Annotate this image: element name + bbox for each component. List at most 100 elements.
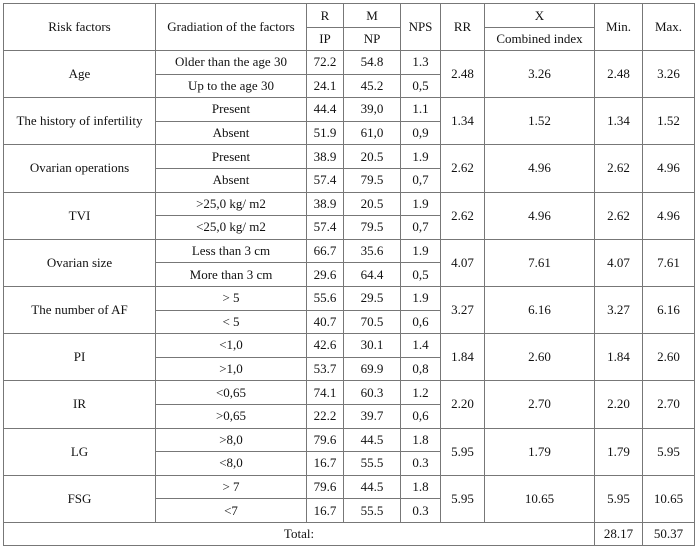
- header-cell: NPS: [400, 3, 441, 51]
- table-row: PI <1,0 42.6 30.1 1.4 1.84 2.60 1.84 2.60: [3, 333, 695, 382]
- gradation-cell: >8,0: [155, 427, 307, 453]
- table-row: LG >8,0 79.6 44.5 1.8 5.95 1.79 1.79 5.95: [3, 427, 695, 476]
- np-cell: 70.5: [343, 309, 401, 335]
- nps-cell: 1.8: [400, 427, 441, 453]
- x-cell: 4.96: [484, 144, 595, 193]
- rr-cell: 4.07: [440, 238, 485, 287]
- nps-cell: 0,7: [400, 167, 441, 193]
- table-row: More than 3 cm 29.6 64.4 0,5: [4, 262, 695, 287]
- nps-cell: 0,8: [400, 356, 441, 382]
- ip-cell: 57.4: [306, 215, 344, 240]
- np-cell: 61,0: [343, 120, 401, 146]
- table-row: IR <0,65 74.1 60.3 1.2 2.20 2.70 2.20 2.70: [3, 380, 695, 429]
- min-cell: 1.79: [594, 427, 643, 476]
- header-row: Risk factors Gradiation of the factors R…: [3, 3, 695, 51]
- header-cell: Max.: [642, 3, 695, 51]
- x-cell: 4.96: [484, 191, 595, 240]
- x-cell: 1.52: [484, 97, 595, 146]
- table-row: TVI >25,0 kg/ m2 38.9 20.5 1.9 2.62 4.96 2.62 4.…: [3, 191, 695, 240]
- np-cell: 30.1: [343, 333, 401, 358]
- np-cell: 54.8: [343, 50, 401, 75]
- factor-cell: TVI: [3, 191, 156, 240]
- np-cell: 35.6: [343, 238, 401, 264]
- max-cell: 10.65: [642, 474, 695, 523]
- risk-table: Risk factors Gradiation of the factors R…: [3, 3, 695, 546]
- rr-cell: 1.34: [440, 97, 485, 146]
- header-cell: Min.: [594, 3, 643, 51]
- factor-cell: Age: [3, 49, 156, 99]
- min-cell: 1.34: [594, 97, 643, 146]
- total-label: Total:: [3, 521, 595, 546]
- table-body: Risk factors Gradiation of the factors R…: [3, 3, 695, 546]
- ip-cell: 16.7: [306, 498, 344, 523]
- ip-cell: 40.7: [306, 309, 344, 335]
- np-cell: 29.5: [343, 285, 401, 311]
- max-cell: 2.70: [642, 380, 695, 429]
- max-cell: 7.61: [642, 238, 695, 287]
- table-row: >1,0 53.7 69.9 0,8: [4, 356, 695, 382]
- nps-cell: 0,5: [400, 262, 441, 287]
- nps-cell: 1.9: [400, 238, 441, 264]
- rr-cell: 5.95: [440, 427, 485, 476]
- header-cell: M: [343, 3, 401, 28]
- nps-cell: 1.9: [400, 191, 441, 217]
- ip-cell: 53.7: [306, 356, 344, 382]
- nps-cell: 1.9: [400, 285, 441, 311]
- max-cell: 2.60: [642, 333, 695, 382]
- factor-cell: Ovarian size: [3, 238, 156, 287]
- np-cell: 45.2: [343, 73, 401, 99]
- nps-cell: 1.8: [400, 474, 441, 500]
- rr-cell: 2.20: [440, 380, 485, 429]
- ip-cell: 79.6: [306, 427, 344, 453]
- table-row: The history of infertility Present 44.4 39,…: [3, 97, 695, 146]
- nps-cell: 0,7: [400, 215, 441, 240]
- gradation-cell: Absent: [155, 167, 307, 193]
- gradation-cell: Less than 3 cm: [155, 238, 307, 264]
- nps-cell: 0,6: [400, 309, 441, 335]
- min-cell: 2.62: [594, 191, 643, 240]
- max-cell: 1.52: [642, 97, 695, 146]
- ip-cell: 51.9: [306, 120, 344, 146]
- ip-cell: 42.6: [306, 333, 344, 358]
- header-cell: NP: [343, 27, 401, 51]
- header-row: IP NP Combined index: [4, 27, 695, 51]
- gradation-cell: Absent: [155, 120, 307, 146]
- np-cell: 79.5: [343, 215, 401, 240]
- header-cell: IP: [306, 27, 344, 51]
- header-cell: RR: [440, 3, 485, 51]
- nps-cell: 0.3: [400, 451, 441, 476]
- x-cell: 1.79: [484, 427, 595, 476]
- table-row: Up to the age 30 24.1 45.2 0,5: [4, 73, 695, 99]
- ip-cell: 44.4: [306, 97, 344, 122]
- gradation-cell: <8,0: [155, 451, 307, 476]
- nps-cell: 1.3: [400, 50, 441, 75]
- ip-cell: 57.4: [306, 167, 344, 193]
- np-cell: 69.9: [343, 356, 401, 382]
- nps-cell: 1.2: [400, 380, 441, 405]
- gradation-cell: <7: [155, 498, 307, 523]
- min-cell: 5.95: [594, 474, 643, 523]
- ip-cell: 79.6: [306, 474, 344, 500]
- table-row: The number of AF > 5 55.6 29.5 1.9 3.27 6.16 3.…: [3, 285, 695, 335]
- gradation-cell: <1,0: [155, 333, 307, 358]
- rr-cell: 5.95: [440, 474, 485, 523]
- table-row: Age Older than the age 30 72.2 54.8 1.3 2.48 3…: [3, 49, 695, 99]
- rr-cell: 2.62: [440, 191, 485, 240]
- table-row: <8,0 16.7 55.5 0.3: [4, 451, 695, 476]
- factor-cell: IR: [3, 380, 156, 429]
- nps-cell: 0,6: [400, 403, 441, 429]
- nps-cell: 0,9: [400, 120, 441, 146]
- gradation-cell: <0,65: [155, 380, 307, 405]
- ip-cell: 38.9: [306, 144, 344, 169]
- min-cell: 2.48: [594, 49, 643, 99]
- np-cell: 39.7: [343, 403, 401, 429]
- header-cell: Risk factors: [3, 3, 156, 51]
- table-row: < 5 40.7 70.5 0,6: [4, 309, 695, 335]
- x-cell: 2.60: [484, 333, 595, 382]
- np-cell: 79.5: [343, 167, 401, 193]
- x-cell: 3.26: [484, 49, 595, 99]
- factor-cell: The number of AF: [3, 285, 156, 335]
- factor-cell: PI: [3, 333, 156, 382]
- nps-cell: 1.1: [400, 97, 441, 122]
